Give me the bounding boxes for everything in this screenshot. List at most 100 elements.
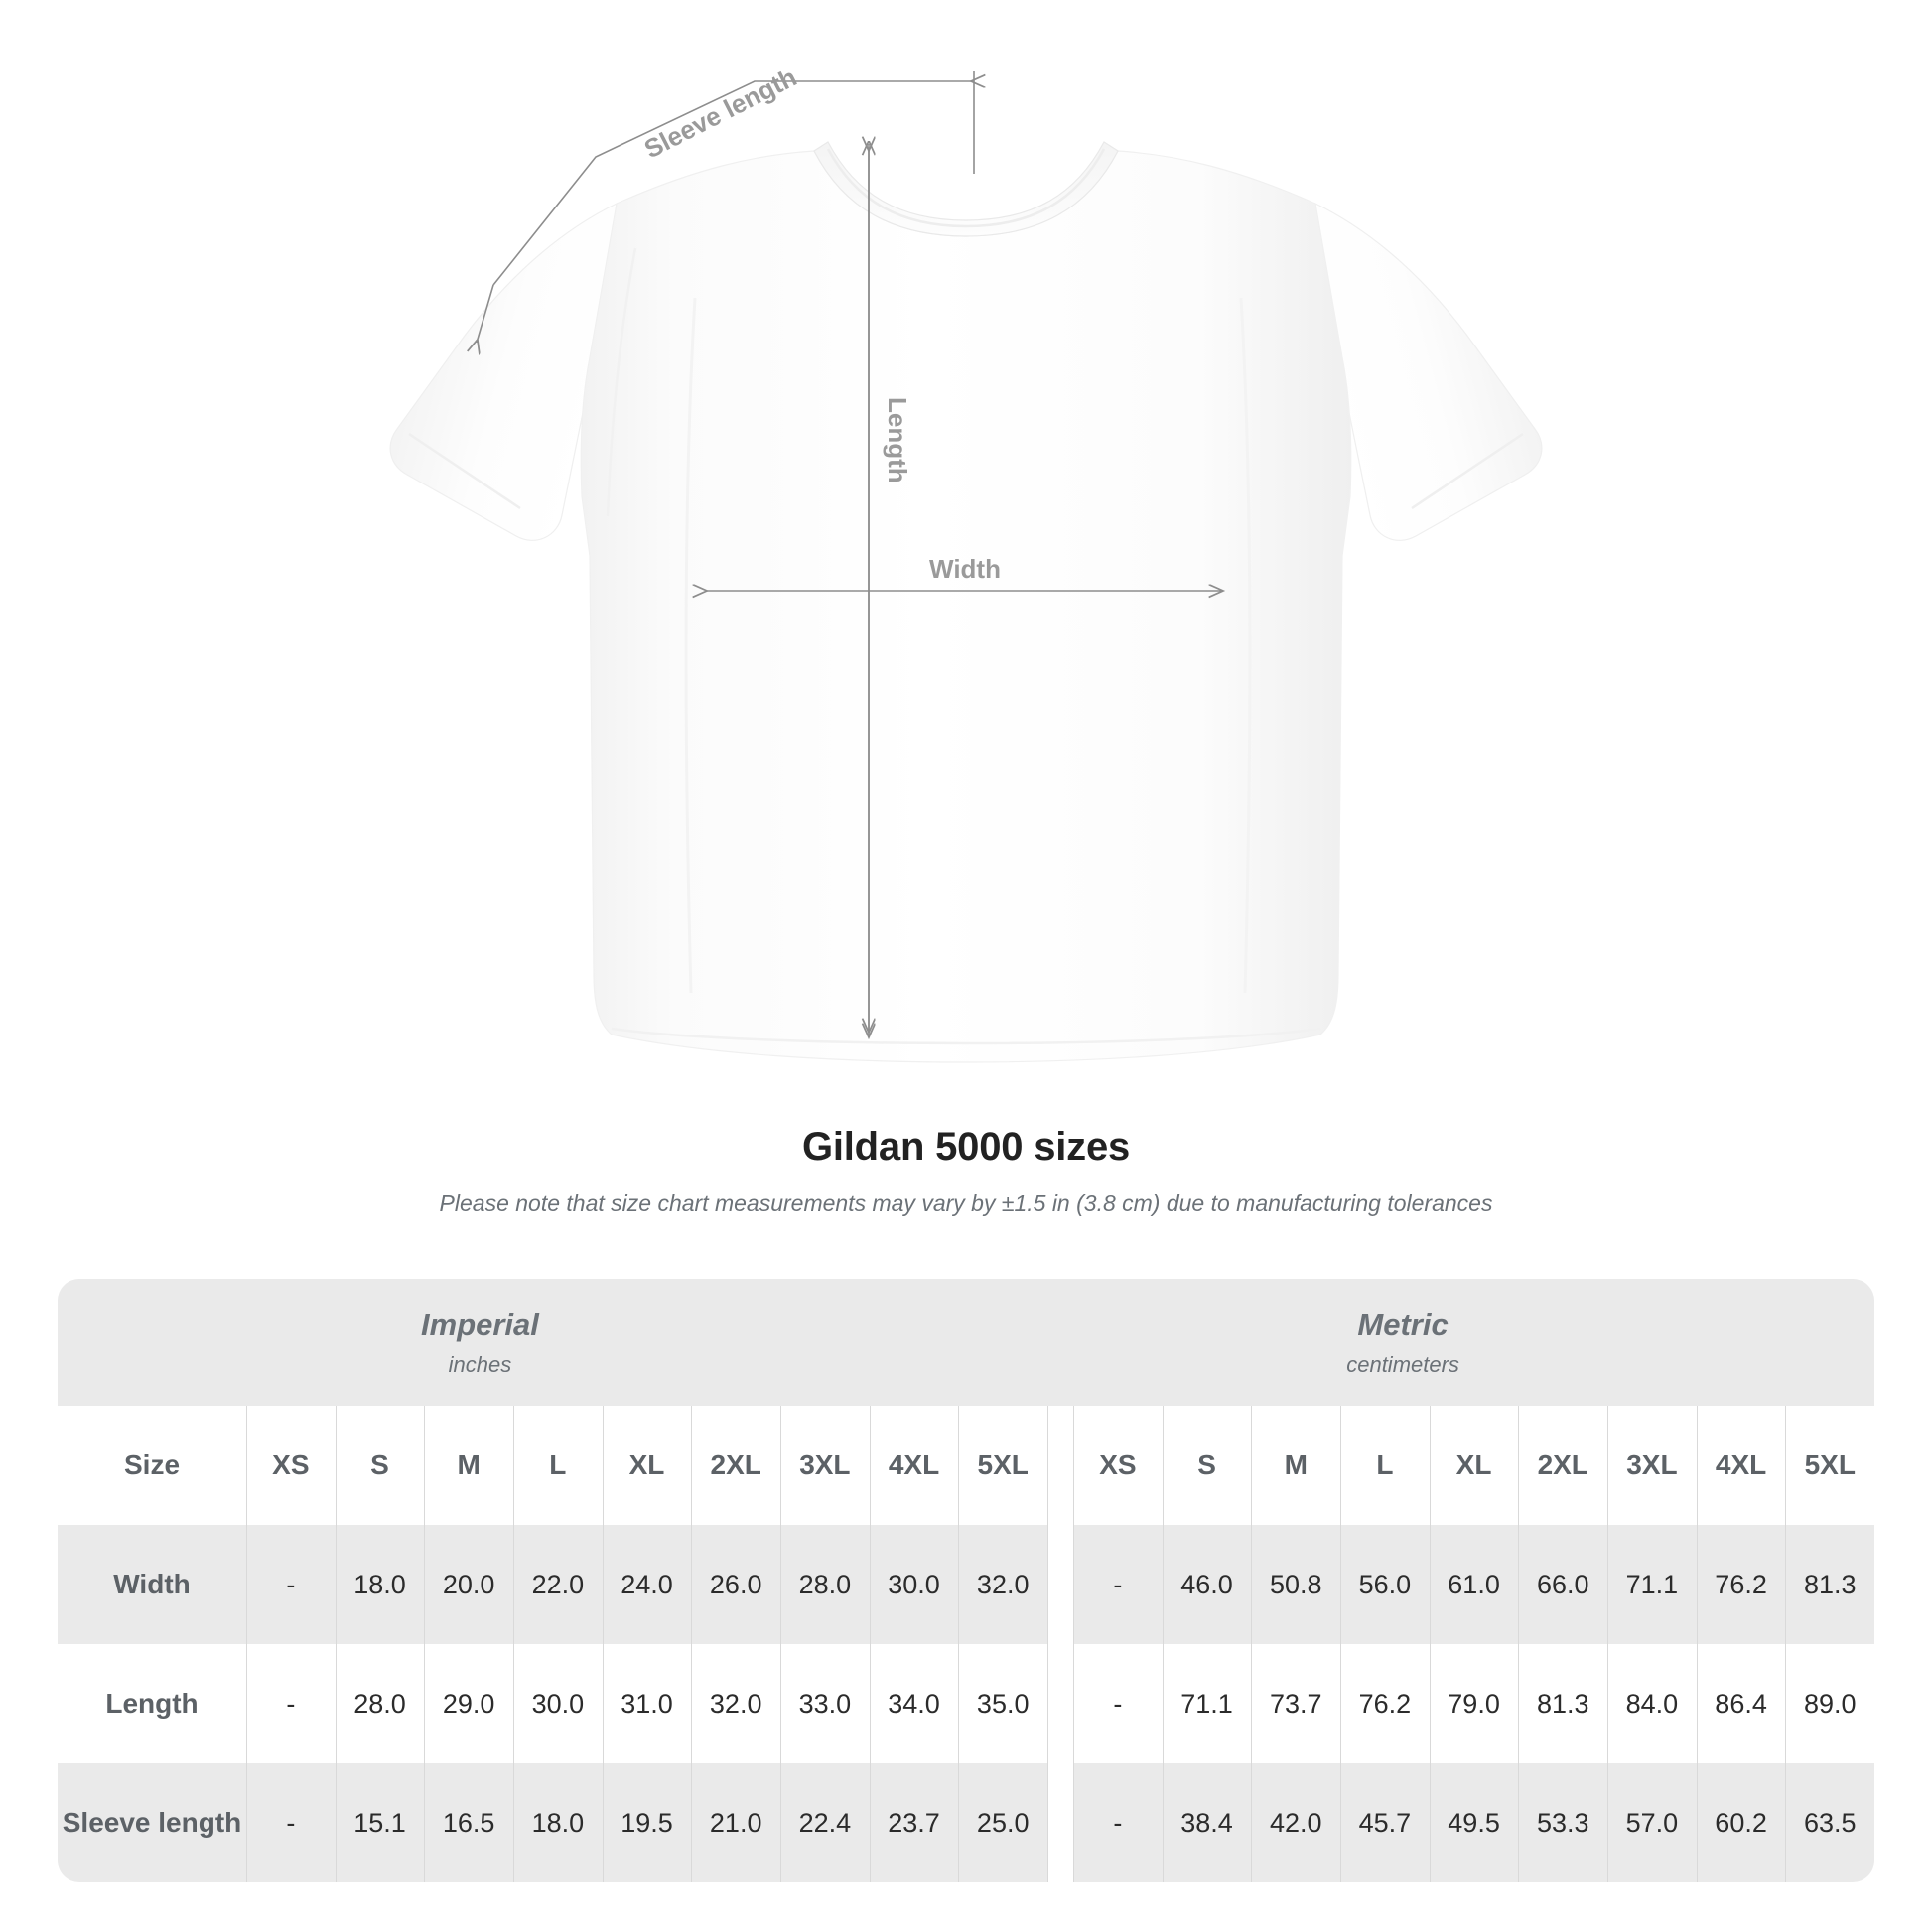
cell-length-imperial-4xl: 34.0 bbox=[869, 1644, 959, 1763]
cell-width-imperial-xs: - bbox=[246, 1525, 336, 1644]
cell-sleeve-length-imperial-l: 18.0 bbox=[513, 1763, 603, 1882]
cell-sleeve-length-metric-m: 42.0 bbox=[1251, 1763, 1340, 1882]
page-title: Gildan 5000 sizes bbox=[801, 1125, 1131, 1169]
column-header-metric-3xl: 3XL bbox=[1607, 1406, 1697, 1525]
row-label-width: Width bbox=[113, 1569, 191, 1599]
cell-sleeve-length-imperial-s: 15.1 bbox=[335, 1763, 425, 1882]
cell-width-metric-s: 46.0 bbox=[1162, 1525, 1252, 1644]
column-header-size: Size bbox=[123, 1449, 181, 1480]
column-header-metric-4xl: 4XL bbox=[1696, 1406, 1786, 1525]
column-header-metric-xl: XL bbox=[1429, 1406, 1519, 1525]
cell-width-metric-xl: 61.0 bbox=[1429, 1525, 1519, 1644]
cell-width-metric-xs: - bbox=[1073, 1525, 1163, 1644]
row-label-sleeve-length: Sleeve length bbox=[62, 1807, 242, 1838]
column-header-imperial-m: M bbox=[424, 1406, 513, 1525]
cell-width-metric-4xl: 76.2 bbox=[1696, 1525, 1786, 1644]
cell-sleeve-length-imperial-5xl: 25.0 bbox=[958, 1763, 1047, 1882]
tshirt-graphic bbox=[389, 141, 1543, 1063]
table-row: Width -18.0 20.0 22.0 24.0 26.0 28.0 30.0 32.0-4… bbox=[58, 1525, 1874, 1644]
column-header-imperial-s: S bbox=[335, 1406, 425, 1525]
unit-group-metric: Metric centimeters bbox=[931, 1279, 1874, 1406]
cell-length-metric-l: 76.2 bbox=[1340, 1644, 1430, 1763]
cell-length-imperial-3xl: 33.0 bbox=[780, 1644, 870, 1763]
cell-width-metric-5xl: 81.3 bbox=[1785, 1525, 1874, 1644]
unit-header-row: Imperial inches Metric centimeters bbox=[58, 1279, 1874, 1406]
column-header-metric-m: M bbox=[1251, 1406, 1340, 1525]
cell-sleeve-length-metric-2xl: 53.3 bbox=[1518, 1763, 1607, 1882]
cell-sleeve-length-metric-3xl: 57.0 bbox=[1607, 1763, 1697, 1882]
unit-group-spacer bbox=[902, 1279, 931, 1406]
unit-divider bbox=[1047, 1763, 1074, 1882]
cell-sleeve-length-imperial-m: 16.5 bbox=[424, 1763, 513, 1882]
column-header-metric-2xl: 2XL bbox=[1518, 1406, 1607, 1525]
cell-sleeve-length-metric-4xl: 60.2 bbox=[1696, 1763, 1786, 1882]
sleeve-length-guide bbox=[477, 71, 974, 343]
cell-length-metric-2xl: 81.3 bbox=[1518, 1644, 1607, 1763]
cell-width-imperial-2xl: 26.0 bbox=[691, 1525, 780, 1644]
cell-sleeve-length-imperial-4xl: 23.7 bbox=[869, 1763, 959, 1882]
column-header-metric-l: L bbox=[1340, 1406, 1430, 1525]
table-header-row: Size XS S M L XL 2XL 3XL 4XL 5XL XS S M L XL 2XL 3XL 4XL… bbox=[58, 1406, 1874, 1525]
length-label: Length bbox=[883, 397, 912, 483]
cell-length-imperial-m: 29.0 bbox=[424, 1644, 513, 1763]
cell-width-imperial-4xl: 30.0 bbox=[869, 1525, 959, 1644]
cell-sleeve-length-imperial-xs: - bbox=[246, 1763, 336, 1882]
cell-width-metric-l: 56.0 bbox=[1340, 1525, 1430, 1644]
column-header-imperial-l: L bbox=[513, 1406, 603, 1525]
table-row: Length -28.0 29.0 30.0 31.0 32.0 33.0 34.0 35.0-… bbox=[58, 1644, 1874, 1763]
cell-length-metric-s: 71.1 bbox=[1162, 1644, 1252, 1763]
cell-length-metric-3xl: 84.0 bbox=[1607, 1644, 1697, 1763]
cell-sleeve-length-imperial-3xl: 22.4 bbox=[780, 1763, 870, 1882]
column-header-imperial-xl: XL bbox=[602, 1406, 692, 1525]
unit-sub-metric: centimeters bbox=[1346, 1351, 1459, 1377]
cell-width-imperial-l: 22.0 bbox=[513, 1525, 603, 1644]
cell-width-imperial-3xl: 28.0 bbox=[780, 1525, 870, 1644]
unit-divider bbox=[1047, 1406, 1074, 1525]
cell-length-metric-4xl: 86.4 bbox=[1696, 1644, 1786, 1763]
cell-width-imperial-xl: 24.0 bbox=[602, 1525, 692, 1644]
column-header-imperial-xs: XS bbox=[246, 1406, 336, 1525]
cell-width-imperial-s: 18.0 bbox=[335, 1525, 425, 1644]
row-label-length: Length bbox=[105, 1688, 199, 1719]
cell-length-imperial-xl: 31.0 bbox=[602, 1644, 692, 1763]
cell-length-imperial-xs: - bbox=[246, 1644, 336, 1763]
cell-sleeve-length-metric-l: 45.7 bbox=[1340, 1763, 1430, 1882]
cell-width-imperial-5xl: 32.0 bbox=[958, 1525, 1047, 1644]
tshirt-illustration: Sleeve length Length Width bbox=[389, 63, 1543, 1063]
cell-length-metric-xs: - bbox=[1073, 1644, 1163, 1763]
title-block: Gildan 5000 sizes Please note that size … bbox=[0, 1122, 1932, 1219]
unit-name-imperial: Imperial bbox=[421, 1307, 539, 1342]
sleeve-length-label: Sleeve length bbox=[639, 63, 801, 165]
column-header-metric-s: S bbox=[1162, 1406, 1252, 1525]
column-header-imperial-4xl: 4XL bbox=[869, 1406, 959, 1525]
cell-length-imperial-s: 28.0 bbox=[335, 1644, 425, 1763]
cell-sleeve-length-imperial-xl: 19.5 bbox=[602, 1763, 692, 1882]
cell-length-imperial-l: 30.0 bbox=[513, 1644, 603, 1763]
unit-name-metric: Metric bbox=[1357, 1307, 1449, 1342]
table-row: Sleeve length -15.1 16.5 18.0 19.5 21.0 22.4 23… bbox=[58, 1763, 1874, 1882]
width-label: Width bbox=[929, 554, 1001, 584]
size-chart-table: Imperial inches Metric centimeters Size … bbox=[58, 1279, 1874, 1882]
tolerance-note: Please note that size chart measurements… bbox=[439, 1190, 1493, 1216]
unit-divider bbox=[1047, 1525, 1074, 1644]
column-header-metric-xs: XS bbox=[1073, 1406, 1163, 1525]
cell-sleeve-length-metric-s: 38.4 bbox=[1162, 1763, 1252, 1882]
unit-group-imperial: Imperial inches bbox=[58, 1279, 902, 1406]
column-header-imperial-3xl: 3XL bbox=[780, 1406, 870, 1525]
cell-width-imperial-m: 20.0 bbox=[424, 1525, 513, 1644]
unit-sub-imperial: inches bbox=[448, 1351, 512, 1377]
unit-divider bbox=[1047, 1644, 1074, 1763]
cell-length-metric-5xl: 89.0 bbox=[1785, 1644, 1874, 1763]
cell-length-imperial-2xl: 32.0 bbox=[691, 1644, 780, 1763]
cell-sleeve-length-imperial-2xl: 21.0 bbox=[691, 1763, 780, 1882]
cell-sleeve-length-metric-5xl: 63.5 bbox=[1785, 1763, 1874, 1882]
column-header-metric-5xl: 5XL bbox=[1785, 1406, 1874, 1525]
cell-width-metric-2xl: 66.0 bbox=[1518, 1525, 1607, 1644]
cell-sleeve-length-metric-xs: - bbox=[1073, 1763, 1163, 1882]
cell-length-imperial-5xl: 35.0 bbox=[958, 1644, 1047, 1763]
column-header-imperial-5xl: 5XL bbox=[958, 1406, 1047, 1525]
cell-width-metric-m: 50.8 bbox=[1251, 1525, 1340, 1644]
cell-length-metric-xl: 79.0 bbox=[1429, 1644, 1519, 1763]
cell-length-metric-m: 73.7 bbox=[1251, 1644, 1340, 1763]
